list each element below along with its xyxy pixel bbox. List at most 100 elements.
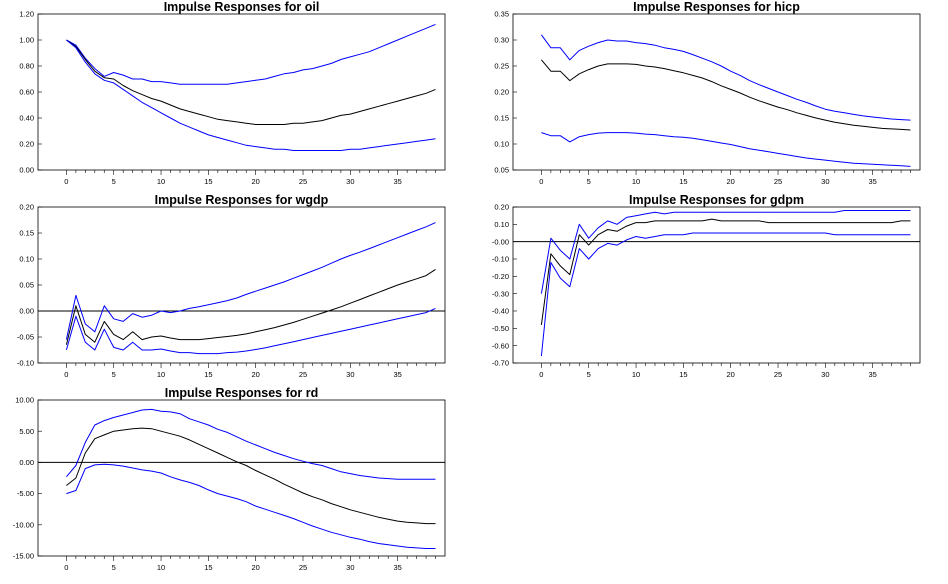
y-tick-label: -0.70 (492, 359, 509, 368)
y-tick-label: 0.25 (494, 62, 509, 71)
x-tick-label: 25 (299, 563, 307, 572)
x-tick-label: 10 (157, 177, 165, 186)
y-tick-label: 1.00 (19, 36, 34, 45)
y-tick-label: -0.20 (492, 272, 509, 281)
y-tick-label: -0.10 (492, 255, 509, 264)
x-tick-label: 20 (252, 563, 260, 572)
gdpm-estimate-line (540, 218, 911, 325)
plot-frame (512, 206, 921, 364)
x-tick-label: 15 (679, 370, 687, 379)
x-tick-label: 0 (64, 563, 68, 572)
y-tick-label: -15.00 (13, 552, 34, 561)
y-tick-label: 0.05 (494, 166, 509, 175)
x-tick-label: 35 (394, 177, 402, 186)
y-tick-label: -0.00 (492, 237, 509, 246)
hicp-lower-line (541, 132, 911, 167)
oil-estimate-line (66, 39, 436, 125)
wgdp-estimate-line (65, 268, 436, 345)
x-tick-label: 35 (394, 563, 402, 572)
y-tick-label: -10.00 (13, 520, 34, 529)
x-tick-label: 10 (632, 177, 640, 186)
x-tick-label: 15 (204, 370, 212, 379)
y-tick-label: 0.60 (19, 88, 34, 97)
y-tick-label: 0.35 (494, 10, 509, 19)
x-tick-label: 0 (539, 177, 543, 186)
rd-chart-panel: Impulse Responses for rd -15.00 -10.00 -5.0… (0, 386, 470, 576)
y-tick-label: 0.10 (494, 140, 509, 149)
x-tick-label: 20 (252, 370, 260, 379)
y-tick-label: -0.30 (492, 289, 509, 298)
chart-title: Impulse Responses for gdpm (629, 193, 804, 207)
wgdp-lower-line (65, 307, 436, 355)
x-tick-label: 35 (869, 370, 877, 379)
y-tick-label: -0.40 (492, 307, 509, 316)
y-tick-label: 5.00 (19, 427, 34, 436)
oil-upper-line (66, 23, 436, 85)
y-tick-label: 0.00 (19, 307, 34, 316)
x-tick-label: 25 (299, 370, 307, 379)
x-tick-label: 10 (632, 370, 640, 379)
plot-frame (512, 13, 921, 171)
x-tick-label: 5 (112, 177, 116, 186)
plot-frame (37, 399, 446, 557)
y-tick-label: 0.20 (494, 88, 509, 97)
x-tick-label: 30 (821, 177, 829, 186)
y-tick-label: -0.05 (17, 333, 34, 342)
y-tick-label: 0.00 (19, 166, 34, 175)
x-tick-label: 10 (157, 370, 165, 379)
hicp-estimate-line (541, 59, 911, 131)
x-tick-label: 25 (774, 370, 782, 379)
y-tick-label: 0.20 (19, 140, 34, 149)
gdpm-upper-line (540, 210, 911, 294)
y-tick-label: 0.05 (19, 281, 34, 290)
x-tick-label: 25 (299, 177, 307, 186)
hicp-chart-panel: Impulse Responses for hicp 0.05 0.10 0.15 0.… (475, 0, 945, 190)
x-tick-label: 30 (346, 370, 354, 379)
chart-title: Impulse Responses for oil (164, 0, 320, 14)
x-tick-label: 5 (587, 370, 591, 379)
x-tick-label: 5 (587, 177, 591, 186)
y-tick-label: -0.60 (492, 341, 509, 350)
plot-frame (37, 13, 446, 171)
y-tick-label: 0.15 (494, 114, 509, 123)
x-tick-label: 30 (346, 563, 354, 572)
x-tick-label: 25 (774, 177, 782, 186)
y-tick-label: -5.00 (17, 489, 34, 498)
oil-chart: Impulse Responses for oil 0.00 0.20 0.40 0.6… (19, 0, 446, 186)
y-tick-label: 0.15 (19, 229, 34, 238)
chart-title: Impulse Responses for rd (165, 386, 319, 400)
x-tick-label: 5 (112, 563, 116, 572)
y-tick-label: 0.10 (494, 220, 509, 229)
y-tick-label: 0.40 (19, 114, 34, 123)
y-tick-label: 0.00 (19, 458, 34, 467)
y-tick-label: 0.20 (19, 203, 34, 212)
y-tick-label: 0.10 (19, 255, 34, 264)
y-tick-label: 1.20 (19, 10, 34, 19)
rd-chart: Impulse Responses for rd -15.00 -10.00 -5.0… (13, 386, 446, 572)
wgdp-upper-line (65, 222, 436, 340)
y-tick-label: 10.00 (15, 396, 34, 405)
x-tick-label: 0 (64, 177, 68, 186)
x-tick-label: 30 (821, 370, 829, 379)
x-tick-label: 0 (539, 370, 543, 379)
x-tick-label: 35 (394, 370, 402, 379)
gdpm-lower-line (540, 232, 911, 357)
y-tick-label: -0.10 (17, 359, 34, 368)
x-tick-label: 15 (204, 563, 212, 572)
x-tick-label: 15 (679, 177, 687, 186)
chart-title: Impulse Responses for wgdp (155, 193, 329, 207)
y-tick-label: 0.20 (494, 203, 509, 212)
hicp-upper-line (540, 34, 911, 121)
gdpm-chart-panel: Impulse Responses for gdpm -0.70 -0.60 -0.5… (475, 193, 945, 383)
oil-chart-panel: Impulse Responses for oil 0.00 0.20 0.40 0.6… (0, 0, 470, 190)
x-tick-label: 0 (64, 370, 68, 379)
y-tick-label: -0.50 (492, 324, 509, 333)
x-tick-label: 30 (346, 177, 354, 186)
rd-upper-line (66, 408, 436, 480)
oil-lower-line (66, 39, 436, 151)
y-tick-label: 0.80 (19, 62, 34, 71)
rd-lower-line (66, 463, 436, 549)
x-tick-label: 20 (727, 370, 735, 379)
x-tick-label: 5 (112, 370, 116, 379)
y-tick-label: 0.30 (494, 36, 509, 45)
